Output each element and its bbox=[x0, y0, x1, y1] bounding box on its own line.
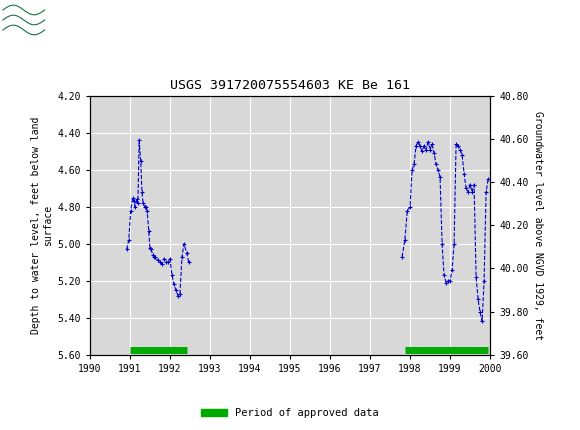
Title: USGS 391720075554603 KE Be 161: USGS 391720075554603 KE Be 161 bbox=[170, 79, 410, 92]
Text: USGS: USGS bbox=[48, 12, 95, 28]
Legend: Period of approved data: Period of approved data bbox=[197, 404, 383, 423]
Y-axis label: Groundwater level above NGVD 1929, feet: Groundwater level above NGVD 1929, feet bbox=[532, 111, 543, 340]
Y-axis label: Depth to water level, feet below land
surface: Depth to water level, feet below land su… bbox=[31, 117, 53, 334]
Bar bbox=[3, 3, 45, 37]
